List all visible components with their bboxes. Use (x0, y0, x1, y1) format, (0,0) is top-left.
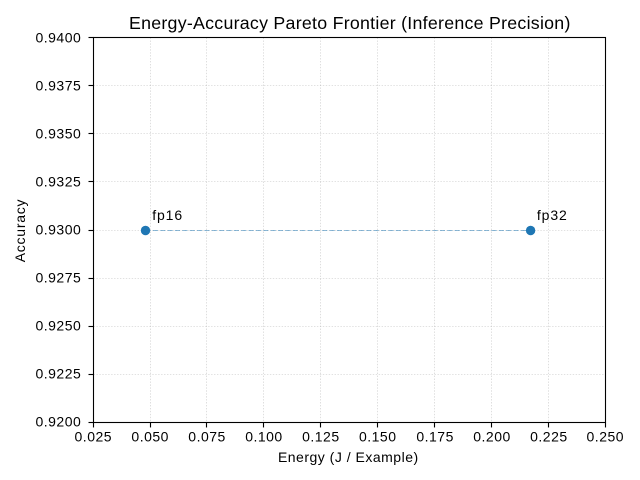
svg-text:Energy (J / Example): Energy (J / Example) (278, 449, 419, 465)
svg-text:Energy-Accuracy Pareto Frontie: Energy-Accuracy Pareto Frontier (Inferen… (129, 13, 571, 33)
svg-text:0.9300: 0.9300 (35, 222, 81, 238)
svg-text:0.250: 0.250 (587, 429, 625, 445)
svg-text:Accuracy: Accuracy (12, 199, 28, 263)
svg-text:0.9375: 0.9375 (35, 78, 81, 94)
svg-text:0.050: 0.050 (131, 429, 169, 445)
svg-text:0.175: 0.175 (416, 429, 454, 445)
svg-text:0.200: 0.200 (473, 429, 511, 445)
svg-text:fp16: fp16 (152, 207, 183, 223)
svg-text:0.9200: 0.9200 (35, 414, 81, 430)
svg-text:0.9325: 0.9325 (35, 174, 81, 190)
svg-text:0.9250: 0.9250 (35, 318, 81, 334)
svg-text:0.9275: 0.9275 (35, 270, 81, 286)
svg-text:0.100: 0.100 (245, 429, 283, 445)
svg-text:0.9225: 0.9225 (35, 366, 81, 382)
svg-text:0.9350: 0.9350 (35, 126, 81, 142)
svg-text:0.9400: 0.9400 (35, 30, 81, 46)
svg-text:0.075: 0.075 (188, 429, 226, 445)
svg-text:0.150: 0.150 (359, 429, 397, 445)
svg-text:0.025: 0.025 (75, 429, 113, 445)
svg-text:fp32: fp32 (537, 207, 568, 223)
svg-text:0.225: 0.225 (530, 429, 568, 445)
svg-text:0.125: 0.125 (302, 429, 340, 445)
